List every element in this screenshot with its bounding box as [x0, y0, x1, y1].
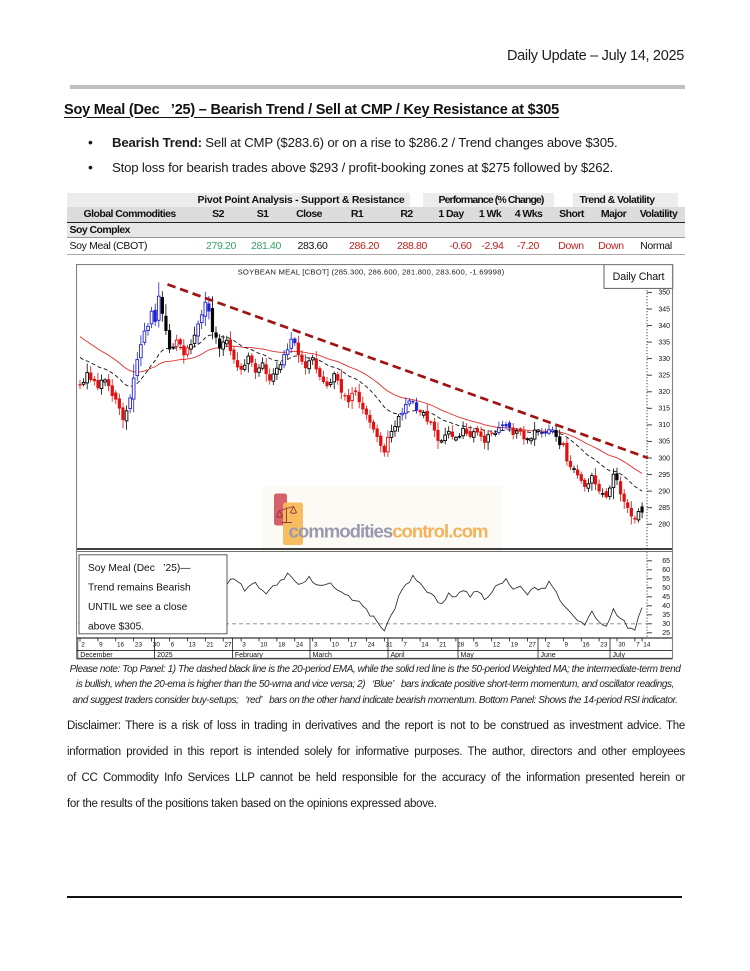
svg-text:21: 21 — [207, 642, 215, 649]
svg-text:31: 31 — [386, 642, 394, 649]
svg-text:30: 30 — [618, 642, 626, 649]
svg-text:335: 335 — [658, 339, 670, 346]
svg-text:2: 2 — [81, 642, 85, 649]
svg-text:27: 27 — [224, 642, 232, 649]
svg-text:16: 16 — [117, 642, 125, 649]
svg-text:300: 300 — [658, 455, 670, 462]
svg-text:13: 13 — [189, 642, 197, 649]
svg-text:305: 305 — [658, 439, 670, 446]
svg-text:23: 23 — [135, 642, 143, 649]
svg-text:10: 10 — [260, 642, 268, 649]
svg-text:21: 21 — [439, 642, 447, 649]
svg-text:9: 9 — [99, 642, 103, 649]
svg-text:315: 315 — [658, 406, 670, 413]
svg-text:30: 30 — [662, 621, 670, 628]
svg-text:2: 2 — [547, 642, 551, 649]
svg-text:April: April — [391, 652, 405, 659]
svg-text:May: May — [461, 652, 475, 659]
svg-text:30: 30 — [153, 642, 161, 649]
svg-text:27: 27 — [529, 642, 537, 649]
svg-text:310: 310 — [658, 422, 670, 429]
svg-text:28: 28 — [457, 642, 465, 649]
svg-text:285: 285 — [658, 505, 670, 512]
svg-text:24: 24 — [368, 642, 376, 649]
svg-text:9: 9 — [565, 642, 569, 649]
svg-text:Soy Meal (Dec ’25)—: Soy Meal (Dec ’25)— — [88, 563, 191, 574]
svg-text:17: 17 — [350, 642, 358, 649]
svg-text:commoditiescontrol.com: commoditiescontrol.com — [289, 521, 489, 542]
svg-text:Daily Chart: Daily Chart — [613, 271, 665, 283]
svg-text:50: 50 — [662, 585, 670, 592]
svg-text:40: 40 — [662, 603, 670, 610]
svg-text:2025: 2025 — [157, 652, 173, 659]
svg-text:SOYBEAN MEAL [CBOT] (285.300,: SOYBEAN MEAL [CBOT] (285.300, 286.600, 2… — [238, 268, 505, 277]
svg-text:295: 295 — [658, 472, 670, 479]
svg-text:340: 340 — [658, 323, 670, 330]
svg-text:7: 7 — [403, 642, 407, 649]
svg-text:16: 16 — [582, 642, 590, 649]
svg-text:55: 55 — [662, 576, 670, 583]
svg-text:345: 345 — [658, 306, 670, 313]
svg-text:3: 3 — [242, 642, 246, 649]
svg-text:65: 65 — [662, 558, 670, 565]
svg-text:July: July — [613, 652, 626, 659]
svg-text:UNTIL we see a close: UNTIL we see a close — [88, 602, 188, 613]
svg-text:Trend remains Bearish: Trend remains Bearish — [88, 583, 191, 594]
svg-text:December: December — [80, 652, 113, 659]
svg-text:10: 10 — [332, 642, 340, 649]
svg-text:14: 14 — [421, 642, 429, 649]
svg-text:320: 320 — [658, 389, 670, 396]
svg-text:June: June — [541, 652, 556, 659]
svg-text:5: 5 — [475, 642, 479, 649]
svg-text:7: 7 — [636, 642, 640, 649]
svg-text:3: 3 — [314, 642, 318, 649]
svg-text:above $305.: above $305. — [88, 621, 144, 632]
svg-text:350: 350 — [658, 290, 670, 297]
svg-text:280: 280 — [658, 522, 670, 529]
svg-text:19: 19 — [511, 642, 519, 649]
svg-text:330: 330 — [658, 356, 670, 363]
svg-text:18: 18 — [278, 642, 286, 649]
svg-text:290: 290 — [658, 488, 670, 495]
svg-text:24: 24 — [296, 642, 304, 649]
svg-text:25: 25 — [662, 630, 670, 637]
svg-text:14: 14 — [643, 642, 651, 649]
svg-text:45: 45 — [662, 594, 670, 601]
svg-text:35: 35 — [662, 612, 670, 619]
svg-text:March: March — [313, 652, 333, 659]
svg-text:60: 60 — [662, 567, 670, 574]
svg-text:February: February — [235, 652, 264, 659]
svg-text:12: 12 — [493, 642, 501, 649]
svg-text:6: 6 — [171, 642, 175, 649]
svg-text:23: 23 — [600, 642, 608, 649]
svg-text:325: 325 — [658, 373, 670, 380]
